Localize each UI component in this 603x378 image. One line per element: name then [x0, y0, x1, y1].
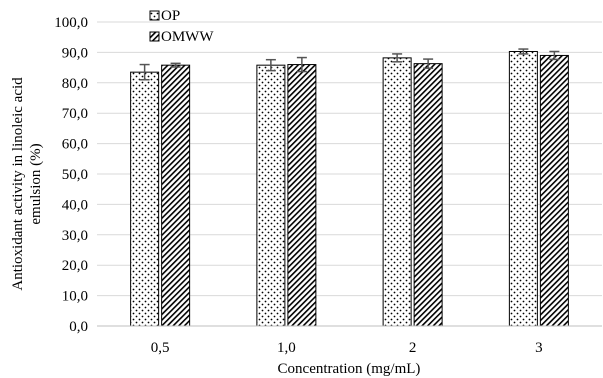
bar-op: [508, 50, 538, 327]
y-tick-label: 20,0: [62, 258, 88, 274]
error-bar-omww: [296, 56, 307, 73]
y-tick-label: 0,0: [69, 319, 88, 335]
bar-op: [130, 71, 160, 327]
bar-omww: [413, 63, 443, 327]
x-axis-tick-labels: 0,5 1,0 2 3: [151, 340, 543, 356]
x-tick-label: 2: [409, 340, 417, 356]
bar-omww: [161, 64, 191, 327]
bar-omww: [539, 54, 569, 327]
bar-op: [382, 57, 412, 327]
y-tick-label: 10,0: [62, 289, 88, 305]
x-tick-label: 1,0: [277, 340, 296, 356]
legend: OP OMWW: [149, 8, 214, 45]
bar-omww: [287, 64, 317, 327]
y-tick-label: 90,0: [62, 45, 88, 61]
y-axis-title: Antioxidant activity in linoleic acid em…: [10, 77, 44, 291]
x-tick-label: 0,5: [151, 340, 170, 356]
error-bars: [139, 48, 560, 81]
y-tick-label: 100,0: [54, 15, 88, 31]
error-bar-op: [265, 58, 276, 72]
y-tick-label: 30,0: [62, 228, 88, 244]
y-tick-label: 70,0: [62, 106, 88, 122]
legend-swatch-omww: [149, 31, 160, 42]
y-tick-label: 50,0: [62, 167, 88, 183]
y-axis-title-line-2: emulsion (%): [28, 143, 44, 224]
error-bar-op: [139, 63, 150, 81]
error-bar-omww: [170, 62, 181, 68]
legend-swatch-op: [149, 10, 160, 21]
x-tick-label: 3: [535, 340, 543, 356]
y-tick-label: 80,0: [62, 76, 88, 92]
bar-op: [256, 64, 286, 327]
error-bar-omww: [423, 58, 434, 69]
x-axis-title: Concentration (mg/mL): [278, 361, 421, 377]
legend-label-omww: OMWW: [161, 29, 214, 45]
error-bar-omww: [549, 50, 560, 61]
y-tick-label: 60,0: [62, 137, 88, 153]
y-axis-tick-labels: 0,0 10,0 20,0 30,0 40,0 50,0 60,0 70,0 80,0 90,0 1…: [54, 15, 88, 335]
error-bar-op: [518, 48, 529, 55]
bars: [130, 50, 569, 327]
y-tick-label: 40,0: [62, 197, 88, 213]
y-axis-title-line-1: Antioxidant activity in linoleic acid: [10, 77, 26, 291]
legend-label-op: OP: [161, 8, 180, 24]
error-bar-op: [392, 53, 403, 63]
